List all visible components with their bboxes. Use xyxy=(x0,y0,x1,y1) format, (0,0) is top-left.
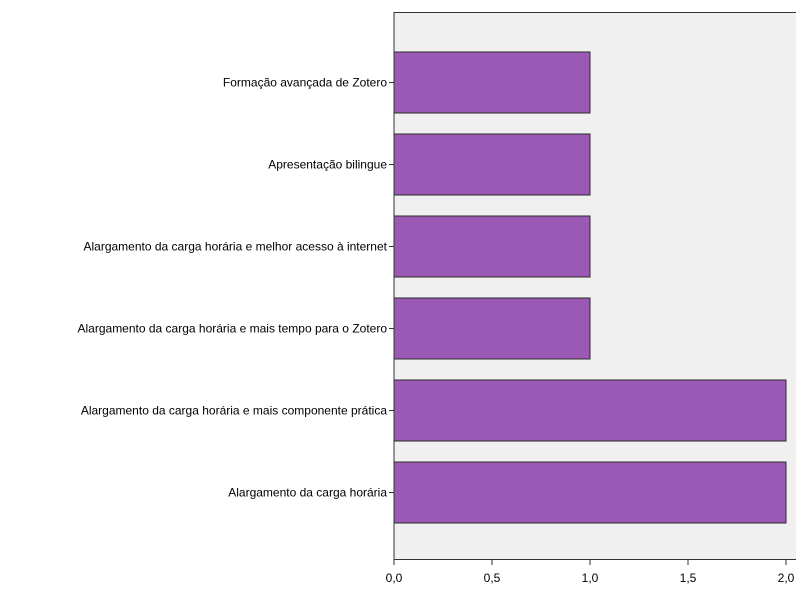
x-tick-label: 1,5 xyxy=(680,571,697,585)
category-label: Formação avançada de Zotero xyxy=(223,76,387,90)
x-tick-label: 2,0 xyxy=(778,571,795,585)
bar xyxy=(393,379,787,442)
x-tick-label: 0,5 xyxy=(484,571,501,585)
category-label: Alargamento da carga horária e mais comp… xyxy=(81,404,387,418)
bar xyxy=(393,133,591,196)
x-tick-labels: 0,0 0,5 1,0 1,5 2,0 xyxy=(386,560,795,585)
x-tick-label: 0,0 xyxy=(386,571,403,585)
bar xyxy=(393,215,591,278)
bars-layer xyxy=(393,51,787,524)
bar xyxy=(393,461,787,524)
bar xyxy=(393,297,591,360)
category-label: Alargamento da carga horária xyxy=(228,486,387,500)
bar xyxy=(393,51,591,114)
category-label: Alargamento da carga horária e melhor ac… xyxy=(83,240,387,254)
category-labels: Formação avançada de Zotero Apresentação … xyxy=(78,76,394,500)
category-label: Alargamento da carga horária e mais temp… xyxy=(78,322,388,336)
category-label: Apresentação bilingue xyxy=(268,158,387,172)
x-tick-label: 1,0 xyxy=(582,571,599,585)
